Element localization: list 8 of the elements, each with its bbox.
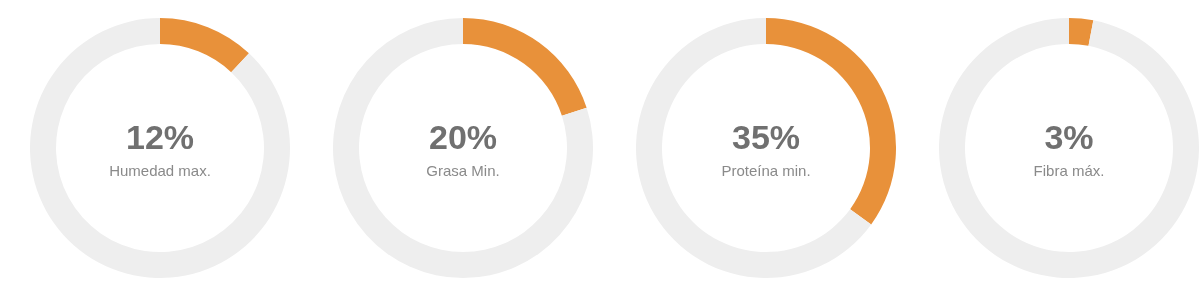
slice-label: Proteína min. <box>721 161 811 179</box>
data-label: 20% <box>428 118 498 156</box>
data-label: 12% <box>125 118 195 156</box>
slice-label: Fibra máx. <box>1033 161 1105 179</box>
slice-label: Humedad max. <box>109 161 211 179</box>
data-label: 3% <box>1044 118 1094 156</box>
data-label: 35% <box>731 118 801 156</box>
slice-label: Grasa Min. <box>426 161 500 179</box>
